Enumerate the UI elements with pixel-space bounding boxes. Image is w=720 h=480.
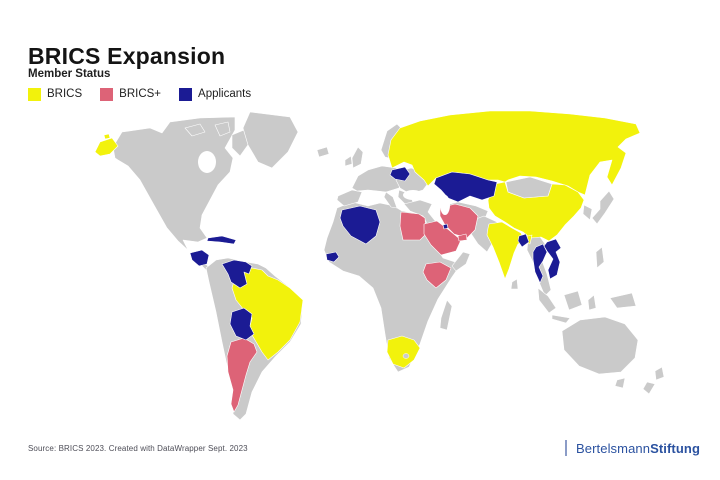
legend-label-applicant: Applicants: [198, 88, 252, 100]
landmass: [402, 353, 410, 359]
country-cuba[interactable]: [206, 235, 237, 245]
country-south-africa[interactable]: [386, 335, 421, 369]
country-russia[interactable]: [103, 133, 111, 140]
landmass: [563, 290, 583, 311]
landmass: [609, 292, 637, 309]
country-saudi-arabia[interactable]: [423, 220, 462, 256]
landmass: [344, 155, 353, 167]
logo-text-regular: Bertelsmann: [576, 440, 651, 456]
legend-title: Member Status: [28, 68, 111, 80]
legend-swatch-brics_plus: [100, 88, 114, 101]
landmass: [451, 251, 471, 272]
landmass: [614, 377, 626, 389]
country-belarus[interactable]: [389, 166, 411, 182]
country-venezuela[interactable]: [221, 259, 253, 289]
sea: [440, 195, 450, 215]
country-kuwait[interactable]: [442, 223, 449, 230]
country-egypt[interactable]: [399, 211, 427, 241]
landmass: [336, 189, 363, 207]
logo-text: BertelsmannStiftung: [576, 441, 700, 456]
landmass: [510, 278, 519, 290]
landmass: [595, 246, 605, 269]
country-argentina[interactable]: [226, 337, 258, 413]
landmass: [551, 314, 571, 324]
country-russia[interactable]: [94, 137, 119, 157]
legend-swatch-brics: [28, 88, 41, 101]
landmass: [591, 190, 615, 225]
country-senegal[interactable]: [325, 251, 340, 263]
legend-label-brics_plus: BRICS+: [119, 88, 162, 100]
landmass: [316, 146, 330, 158]
bertelsmann-stiftung-logo: BertelsmannStiftung: [565, 440, 700, 456]
country-brazil[interactable]: [231, 267, 304, 361]
legend-item-brics: BRICS: [28, 88, 82, 101]
landmass: [654, 366, 665, 381]
legend-item-applicant: Applicants: [179, 88, 251, 101]
sea: [198, 151, 216, 173]
landmass: [112, 116, 236, 273]
landmass: [242, 111, 299, 169]
landmass: [184, 123, 206, 137]
landmass: [537, 287, 557, 314]
landmass: [383, 191, 398, 209]
landmass: [351, 146, 364, 169]
country-ethiopia[interactable]: [422, 261, 452, 289]
world-map-svg: [94, 110, 665, 421]
country-vietnam[interactable]: [543, 238, 562, 280]
legend: BRICS BRICS+ Applicants: [28, 88, 269, 101]
country-india[interactable]: [486, 221, 525, 280]
landmass: [642, 381, 656, 395]
country-bolivia[interactable]: [229, 307, 255, 341]
landmass: [505, 176, 553, 199]
legend-item-brics_plus: BRICS+: [100, 88, 161, 101]
country-bangladesh[interactable]: [517, 233, 530, 248]
landmass: [561, 316, 639, 375]
country-kazakhstan[interactable]: [433, 171, 498, 203]
source-note: Source: BRICS 2023. Created with DataWra…: [28, 444, 248, 453]
landmass: [323, 201, 462, 373]
logo-text-bold: Stiftung: [650, 440, 700, 456]
legend-swatch-applicant: [179, 88, 193, 101]
country-united-arab-emirates[interactable]: [457, 233, 468, 242]
sea: [403, 190, 423, 200]
logo-divider-bar: [565, 440, 567, 456]
country-iran[interactable]: [439, 203, 479, 239]
landmass: [587, 294, 597, 311]
page-title: BRICS Expansion: [28, 43, 226, 70]
legend-label-brics: BRICS: [47, 88, 83, 100]
world-map: [0, 108, 720, 440]
landmass: [214, 121, 231, 137]
country-honduras[interactable]: [189, 249, 210, 267]
landmass: [439, 299, 453, 331]
landmass: [582, 204, 593, 221]
country-russia[interactable]: [387, 110, 641, 196]
country-algeria[interactable]: [339, 205, 381, 245]
